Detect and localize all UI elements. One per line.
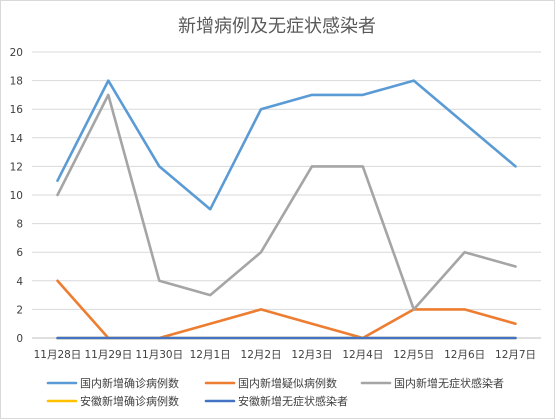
y-tick-label: 6 <box>16 247 23 259</box>
y-tick-label: 8 <box>16 219 23 231</box>
y-tick-label: 12 <box>10 161 23 173</box>
x-tick-label: 12月4日 <box>342 349 383 361</box>
legend-item-4: 安徽新增确诊病例数 <box>46 394 179 408</box>
legend-item-3: 国内新增无症状感染者 <box>360 376 504 390</box>
y-tick-label: 14 <box>10 133 24 145</box>
y-tick-label: 4 <box>16 276 23 288</box>
x-tick-label: 12月5日 <box>393 349 434 361</box>
chart-title: 新增病例及无症状感染者 <box>178 16 376 37</box>
x-tick-label: 11月28日 <box>34 349 82 361</box>
legend-label: 国内新增无症状感染者 <box>394 376 504 390</box>
y-tick-label: 16 <box>10 104 24 116</box>
gridlines <box>32 51 541 339</box>
x-tick-label: 12月7日 <box>495 349 536 361</box>
legend-label: 安徽新增无症状感染者 <box>238 394 348 408</box>
legend-label: 国内新增确诊病例数 <box>80 376 179 390</box>
legend-label: 安徽新增确诊病例数 <box>80 394 179 408</box>
series-line-1 <box>56 79 517 211</box>
x-tick-label: 11月29日 <box>84 349 132 361</box>
y-tick-label: 18 <box>10 76 23 88</box>
y-tick-label: 20 <box>10 47 23 59</box>
y-tick-label: 2 <box>16 304 23 316</box>
x-axis-tick-labels: 11月28日 11月29日 11月30日 12月1日 12月2日 12月3日 12月4日 12… <box>34 349 536 361</box>
legend-label: 国内新增疑似病例数 <box>238 376 337 390</box>
y-tick-label: 0 <box>16 333 23 345</box>
x-tick-label: 12月6日 <box>444 349 485 361</box>
y-axis-tick-labels: 0 2 4 6 8 10 12 14 16 18 20 <box>10 47 24 345</box>
x-tick-label: 12月2日 <box>241 349 282 361</box>
legend-item-1: 国内新增确诊病例数 <box>46 376 179 390</box>
y-tick-label: 10 <box>10 190 23 202</box>
x-tick-label: 11月30日 <box>135 349 183 361</box>
x-tick-label: 12月3日 <box>291 349 332 361</box>
series-lines <box>56 79 517 340</box>
legend-item-2: 国内新增疑似病例数 <box>204 376 337 390</box>
legend-item-5: 安徽新增无症状感染者 <box>204 394 348 408</box>
series-line-3 <box>56 93 517 311</box>
x-tick-label: 12月1日 <box>190 349 231 361</box>
